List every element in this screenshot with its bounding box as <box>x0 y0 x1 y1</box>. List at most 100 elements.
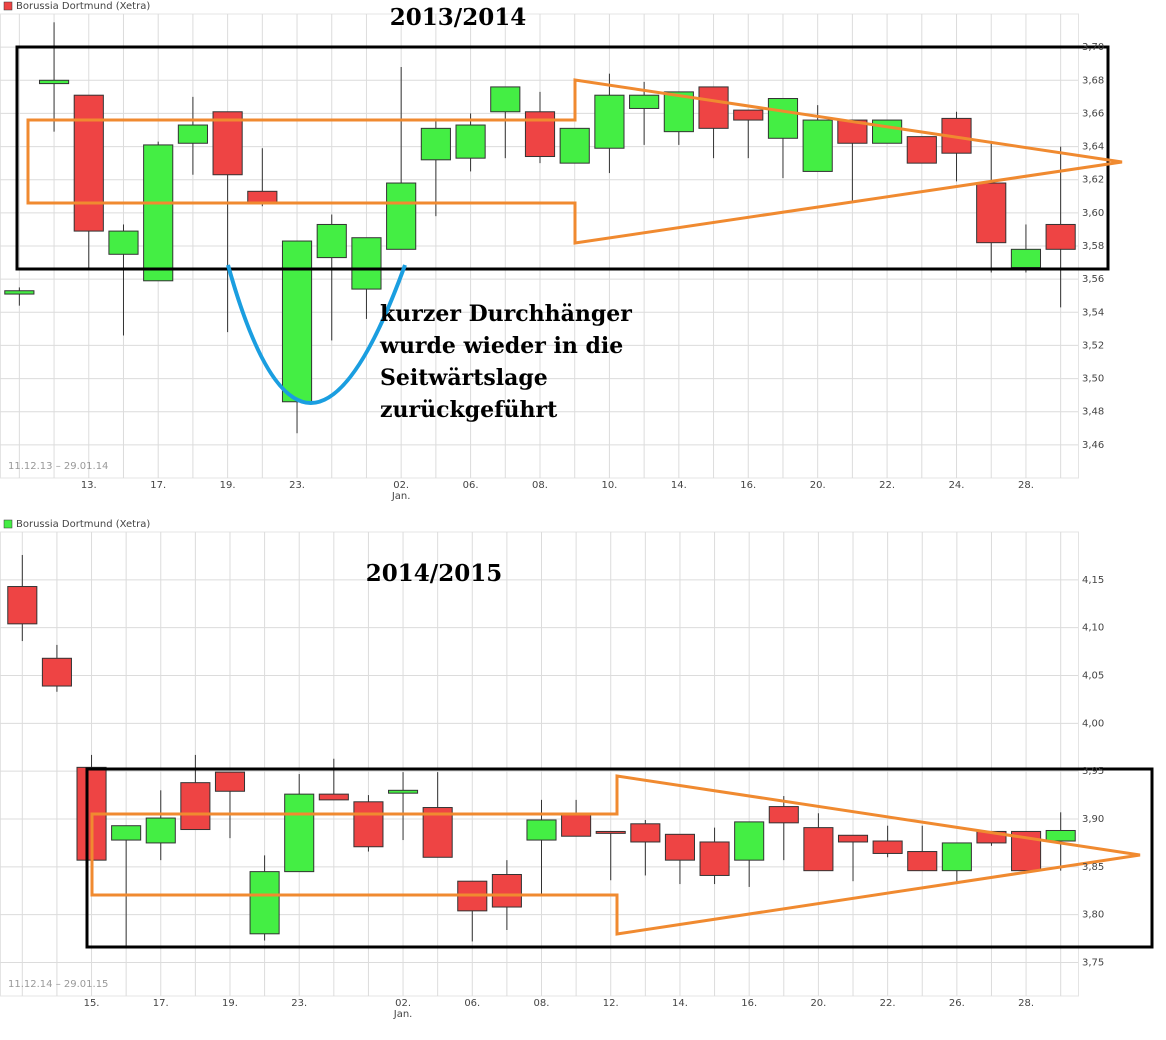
y-tick-label: 3,56 <box>1082 274 1104 285</box>
y-tick-label: 3,48 <box>1082 407 1104 418</box>
candle-body <box>768 806 799 824</box>
x-tick-label: 28. <box>1018 480 1034 491</box>
y-tick-label: 3,54 <box>1082 307 1104 318</box>
candle-body <box>249 871 280 935</box>
candle-body <box>1045 223 1076 250</box>
candle-body <box>281 240 313 403</box>
candle-body <box>594 94 625 149</box>
candle-body <box>143 144 174 282</box>
candle-body <box>699 841 730 876</box>
x-tick-label: 16. <box>741 998 757 1009</box>
x-tick-label: 23. <box>291 998 307 1009</box>
x-tick-label: 08. <box>532 480 548 491</box>
y-tick-label: 3,70 <box>1082 42 1104 53</box>
x-tick-sublabel: Jan. <box>393 1009 413 1020</box>
x-tick-label: 06. <box>464 998 480 1009</box>
x-tick-label: 02. <box>395 998 411 1009</box>
y-tick-label: 4,00 <box>1082 718 1104 729</box>
y-tick-label: 3,66 <box>1082 108 1104 119</box>
x-tick-label: 15. <box>84 998 100 1009</box>
x-tick-sublabel: Jan. <box>391 491 411 502</box>
y-tick-label: 3,68 <box>1082 75 1104 86</box>
candle-body <box>455 124 486 159</box>
candle-body <box>41 657 72 687</box>
x-tick-label: 28. <box>1018 998 1034 1009</box>
candle-body <box>630 823 661 843</box>
plot-frame <box>0 531 1079 997</box>
candle-body <box>1010 248 1042 269</box>
candle-body <box>108 230 139 255</box>
triangle-outline <box>26 78 1123 245</box>
legend-swatch <box>3 519 13 529</box>
x-tick-label: 19. <box>222 998 238 1009</box>
y-tick-label: 3,90 <box>1082 814 1104 825</box>
candle-body <box>906 136 937 164</box>
x-tick-label: 02. <box>393 480 409 491</box>
candle-body <box>526 819 557 841</box>
period-label: 11.12.13 – 29.01.14 <box>8 461 108 472</box>
y-tick-label: 3,58 <box>1082 241 1104 252</box>
candle-body <box>490 86 521 113</box>
candle-body <box>7 586 38 625</box>
y-tick-label: 3,80 <box>1082 910 1104 921</box>
x-tick-label: 20. <box>810 998 826 1009</box>
y-tick-label: 3,50 <box>1082 374 1104 385</box>
candle-body <box>422 807 453 858</box>
x-tick-label: 17. <box>153 998 169 1009</box>
candle-body <box>388 789 419 794</box>
candle-body <box>353 801 384 848</box>
candle-body <box>767 98 799 139</box>
y-tick-label: 4,15 <box>1082 575 1104 586</box>
y-tick-label: 3,75 <box>1082 958 1104 969</box>
candle-body <box>351 237 382 290</box>
candle-body <box>629 94 660 109</box>
y-tick-label: 3,46 <box>1082 440 1104 451</box>
candle-body <box>733 109 764 121</box>
candle-body <box>837 119 868 144</box>
overlays <box>15 45 1154 949</box>
candle-body <box>111 825 142 841</box>
candle-body <box>1045 829 1076 842</box>
chart-title: 2013/2014 <box>390 4 526 31</box>
x-tick-label: 19. <box>220 480 236 491</box>
x-tick-label: 06. <box>463 480 479 491</box>
y-tick-label: 3,52 <box>1082 340 1104 351</box>
candle-body <box>73 94 104 232</box>
x-tick-label: 08. <box>534 998 550 1009</box>
x-tick-label: 14. <box>672 998 688 1009</box>
x-tick-label: 20. <box>810 480 826 491</box>
y-tick-label: 4,10 <box>1082 623 1104 634</box>
candle-body <box>595 830 626 834</box>
annotation-line: zurückgeführt <box>380 397 558 423</box>
range-box <box>15 45 1110 271</box>
candle-body <box>316 223 347 259</box>
period-label: 11.12.14 – 29.01.15 <box>8 979 108 990</box>
candle-body <box>180 782 211 831</box>
x-tick-label: 23. <box>289 480 305 491</box>
candle-body <box>976 182 1007 244</box>
y-tick-label: 3,85 <box>1082 862 1104 873</box>
candle-body <box>4 290 35 295</box>
candle-body <box>420 127 451 161</box>
candle-body <box>559 127 590 164</box>
candle-body <box>872 119 903 144</box>
candle-body <box>664 833 695 861</box>
x-tick-label: 16. <box>740 480 756 491</box>
x-tick-label: 12. <box>603 998 619 1009</box>
y-tick-label: 3,62 <box>1082 175 1104 186</box>
annotation-line: wurde wieder in die <box>379 333 623 359</box>
candle-body <box>214 771 246 792</box>
range-box <box>85 767 1154 949</box>
annotation-line: Seitwärtslage <box>380 365 548 391</box>
candle-body <box>803 827 834 872</box>
candle-body <box>212 111 243 176</box>
candle-body <box>145 817 176 844</box>
x-tick-label: 14. <box>671 480 687 491</box>
candle-body <box>318 793 349 801</box>
candle-body <box>561 812 592 837</box>
y-tick-label: 3,95 <box>1082 766 1104 777</box>
legend-label: Borussia Dortmund (Xetra) <box>16 1 150 12</box>
candle-body <box>284 793 315 873</box>
triangle-outline <box>90 774 1141 936</box>
